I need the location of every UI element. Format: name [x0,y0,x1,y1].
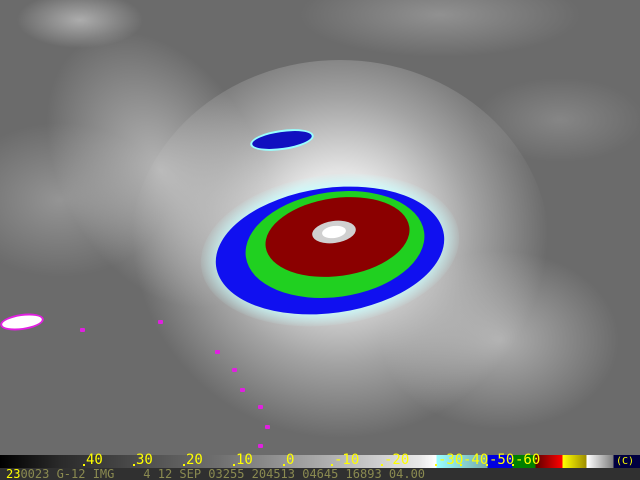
island [215,350,220,354]
island [232,368,237,372]
colorbar-label: 10 [233,452,253,468]
island [265,425,270,429]
colorbar-label: -10 [330,452,360,468]
frame-number: 23 [6,467,21,480]
colorbar-label: -60 [511,452,541,468]
island [258,405,263,409]
colorbar-label: -50 [485,452,515,468]
copyright-label: (C) [615,456,634,467]
colorbar-label: 30 [133,452,153,468]
colorbar-label: 40 [83,452,103,468]
colorbar-label: 20 [183,452,203,468]
satellite-image [0,0,640,455]
colorbar-label: -40 [459,452,489,468]
island [0,311,45,333]
colorbar-label: 0 [282,452,295,468]
colorbar-label: -20 [380,452,410,468]
island [258,444,263,448]
colorbar-label: -30 [434,452,464,468]
temperature-colorbar: 40 30 20 10 0 -10 -20 -30 -40 -50 -60 (C… [0,452,640,468]
info-line: 230023 G-12 IMG 4 12 SEP 03255 204513 04… [0,468,640,480]
island [80,328,85,332]
image-metadata: 0023 G-12 IMG 4 12 SEP 03255 204513 0464… [20,467,426,480]
island [158,320,163,324]
island [240,388,245,392]
